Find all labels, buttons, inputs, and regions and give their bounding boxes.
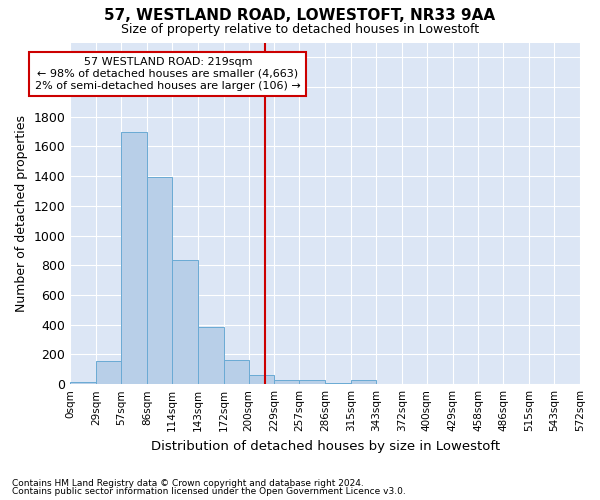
Bar [70,382,96,384]
Bar [198,327,224,384]
Text: Size of property relative to detached houses in Lowestoft: Size of property relative to detached ho… [121,22,479,36]
Bar [299,380,325,384]
Bar [248,374,274,384]
Bar [147,177,172,384]
Bar [224,360,248,384]
Text: 57, WESTLAND ROAD, LOWESTOFT, NR33 9AA: 57, WESTLAND ROAD, LOWESTOFT, NR33 9AA [104,8,496,22]
Text: Contains public sector information licensed under the Open Government Licence v3: Contains public sector information licen… [12,487,406,496]
Text: 57 WESTLAND ROAD: 219sqm
← 98% of detached houses are smaller (4,663)
2% of semi: 57 WESTLAND ROAD: 219sqm ← 98% of detach… [35,58,301,90]
Y-axis label: Number of detached properties: Number of detached properties [15,115,28,312]
Text: Contains HM Land Registry data © Crown copyright and database right 2024.: Contains HM Land Registry data © Crown c… [12,478,364,488]
Bar [172,260,198,384]
Bar [274,380,299,384]
Bar [96,361,121,384]
Bar [351,380,376,384]
Bar [121,132,147,384]
X-axis label: Distribution of detached houses by size in Lowestoft: Distribution of detached houses by size … [151,440,500,452]
